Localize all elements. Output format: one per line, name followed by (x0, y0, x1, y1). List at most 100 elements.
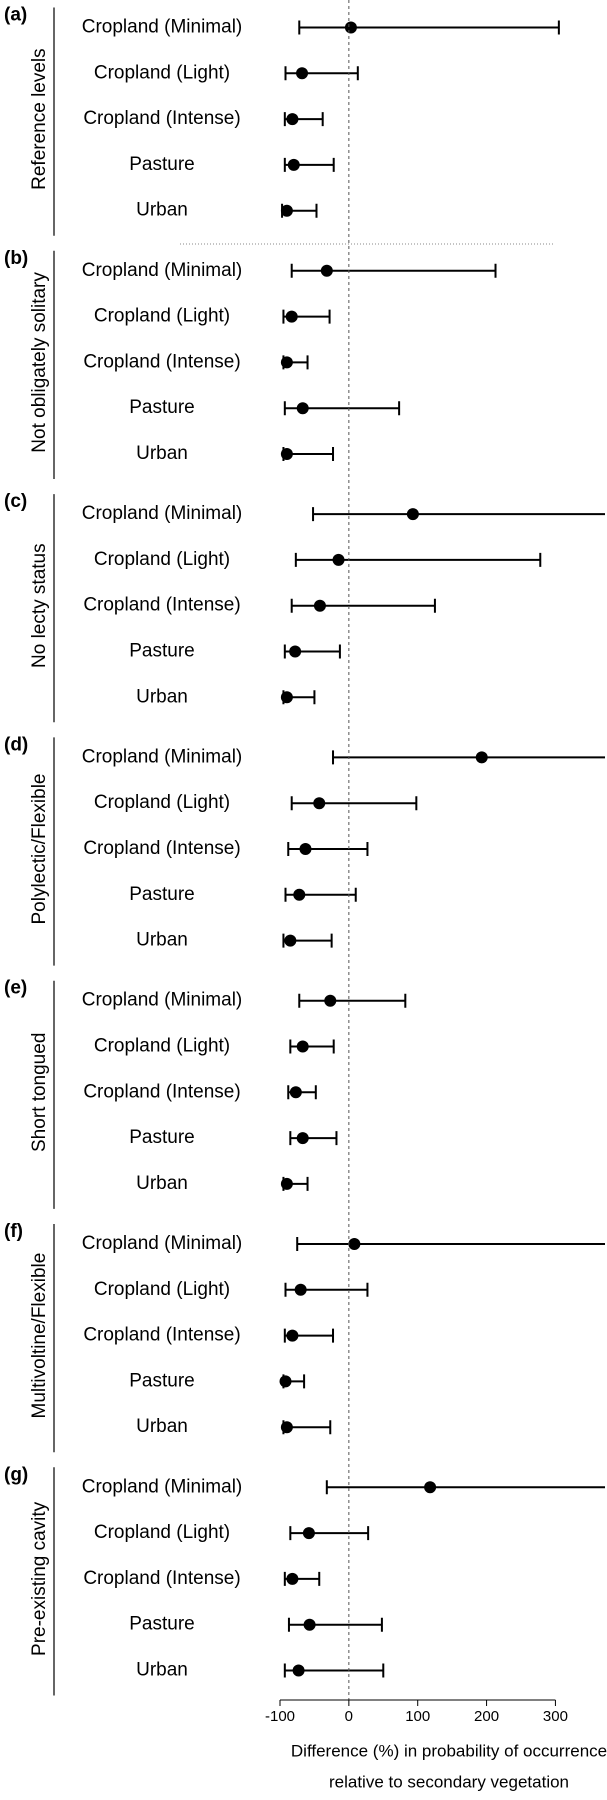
error-bar (298, 993, 407, 1008)
error-bar (312, 507, 605, 522)
point (293, 888, 306, 901)
category-label: Urban (136, 443, 188, 464)
panel-title: Pre-existing cavity (29, 1501, 50, 1656)
point (303, 1618, 316, 1631)
error-bar (296, 1237, 605, 1251)
x-tick-label: 300 (543, 1708, 568, 1725)
point (280, 1177, 293, 1190)
x-axis-title: Difference (%) in probability of occurre… (291, 1741, 607, 1760)
category-label: Cropland (Intense) (83, 1325, 240, 1346)
point (296, 67, 309, 80)
point (344, 21, 357, 34)
panel-title: No lecty status (29, 543, 50, 668)
point (313, 599, 326, 612)
error-bar (294, 552, 542, 567)
x-tick-label: 200 (474, 1708, 499, 1725)
point (299, 843, 312, 855)
category-label: Pasture (129, 154, 194, 175)
point (424, 1481, 437, 1494)
panel-label: (c) (4, 491, 27, 512)
category-label: Cropland (Light) (94, 549, 230, 570)
point (294, 1283, 307, 1296)
point (280, 691, 293, 704)
point (287, 158, 300, 171)
category-label: Cropland (Minimal) (82, 17, 243, 38)
point (296, 402, 309, 415)
panel-label: (a) (4, 5, 27, 26)
category-label: Cropland (Intense) (83, 838, 240, 859)
error-bar (289, 1526, 370, 1541)
category-label: Cropland (Light) (94, 62, 230, 83)
category-label: Cropland (Minimal) (82, 1476, 243, 1497)
point (280, 448, 293, 460)
panel-title: Not obligately solitary (29, 272, 50, 453)
point (286, 1329, 299, 1342)
category-label: Cropland (Minimal) (82, 746, 243, 767)
category-label: Cropland (Light) (94, 1522, 230, 1543)
point (292, 1664, 305, 1677)
panel-label: (e) (4, 978, 27, 999)
category-label: Pasture (129, 1370, 194, 1391)
point (284, 934, 297, 947)
panel-label: (g) (4, 1464, 28, 1485)
error-bar (298, 20, 560, 35)
category-label: Cropland (Light) (94, 792, 230, 813)
point (289, 1086, 302, 1099)
point (280, 1421, 293, 1434)
point (286, 1572, 299, 1585)
category-label: Cropland (Light) (94, 1279, 230, 1300)
category-label: Urban (136, 930, 188, 951)
point (406, 508, 419, 521)
x-tick-label: -100 (265, 1708, 295, 1725)
category-label: Cropland (Light) (94, 1036, 230, 1057)
error-bar (332, 750, 605, 765)
plot-area (279, 20, 605, 1678)
category-label: Pasture (129, 884, 194, 905)
category-label: Cropland (Intense) (83, 351, 240, 372)
category-label: Urban (136, 1416, 188, 1437)
panel-title: Reference levels (29, 48, 50, 190)
category-label: Urban (136, 200, 188, 221)
panel-title: Multivoltine/Flexible (29, 1253, 50, 1419)
category-label: Pasture (129, 1127, 194, 1148)
point (280, 204, 293, 217)
point (313, 797, 326, 810)
point (296, 1132, 309, 1145)
category-label: Cropland (Light) (94, 306, 230, 327)
category-label: Cropland (Intense) (83, 108, 240, 129)
point (320, 264, 333, 277)
point (324, 994, 337, 1007)
point (279, 1375, 292, 1388)
panel-title: Short tongued (29, 1033, 50, 1152)
category-label: Cropland (Minimal) (82, 990, 243, 1011)
point (296, 1040, 309, 1053)
point (475, 751, 488, 764)
point (302, 1527, 315, 1540)
error-bar (325, 1480, 605, 1495)
x-axis-title: relative to secondary vegetation (329, 1772, 569, 1791)
point (348, 1238, 361, 1250)
x-tick-label: 100 (405, 1708, 430, 1725)
category-label: Pasture (129, 397, 194, 418)
error-bar (287, 1617, 383, 1632)
category-label: Urban (136, 1660, 188, 1681)
category-label: Pasture (129, 1614, 194, 1635)
error-bar (290, 598, 436, 613)
point (285, 310, 298, 323)
point (289, 645, 302, 658)
point (286, 113, 299, 126)
category-label: Cropland (Intense) (83, 1568, 240, 1589)
category-label: Cropland (Minimal) (82, 503, 243, 524)
panel-label: (b) (4, 248, 28, 269)
error-bar (290, 796, 418, 811)
category-label: Cropland (Intense) (83, 1081, 240, 1102)
panel-label: (d) (4, 734, 28, 755)
category-label: Cropland (Minimal) (82, 1233, 243, 1254)
point (280, 356, 293, 369)
panel-label: (f) (4, 1221, 23, 1242)
category-label: Pasture (129, 641, 194, 662)
category-label: Urban (136, 1173, 188, 1194)
category-label: Cropland (Minimal) (82, 260, 243, 281)
x-tick-label: 0 (345, 1708, 353, 1725)
